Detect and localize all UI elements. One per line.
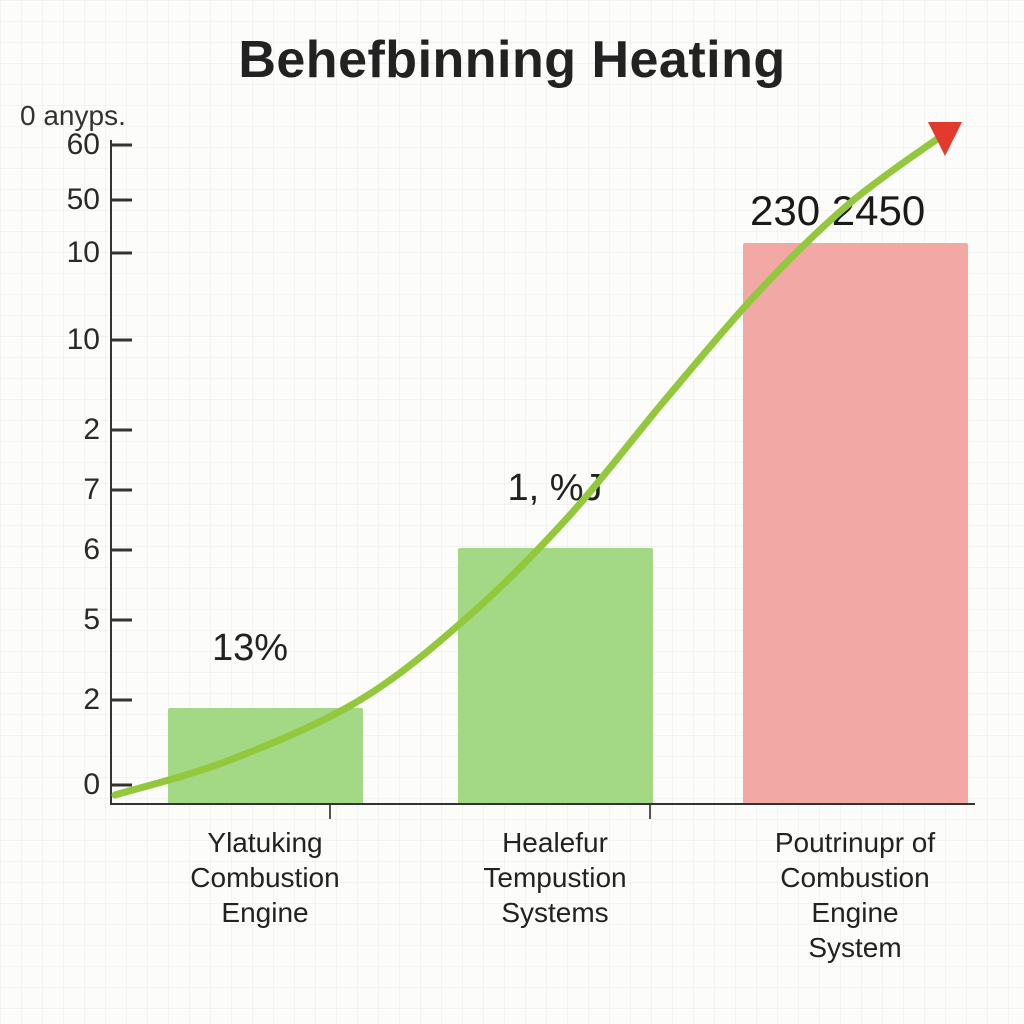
x-tick-mark bbox=[649, 805, 651, 819]
y-tick-label: 2 bbox=[40, 683, 100, 717]
y-tick-label: 60 bbox=[40, 128, 100, 162]
y-tick-label: 50 bbox=[40, 183, 100, 217]
y-tick-mark bbox=[110, 252, 132, 255]
y-tick-mark bbox=[110, 619, 132, 622]
bar-0 bbox=[168, 708, 363, 803]
top-value-annotation: 230 2450 bbox=[750, 187, 925, 235]
y-axis-line bbox=[110, 140, 112, 805]
y-tick-mark bbox=[110, 144, 132, 147]
y-tick-mark bbox=[110, 199, 132, 202]
y-tick-mark bbox=[110, 549, 132, 552]
y-tick-label: 2 bbox=[40, 413, 100, 447]
chart-title: Behefbinning Heating bbox=[0, 30, 1024, 90]
y-tick-mark bbox=[110, 699, 132, 702]
y-tick-mark bbox=[110, 489, 132, 492]
bar-value-label-1: 1, %J bbox=[507, 467, 602, 510]
plot-area: 60501010276520 13%YlatukingCombustionEng… bbox=[110, 145, 970, 805]
y-tick-label: 5 bbox=[40, 603, 100, 637]
y-tick-label: 10 bbox=[40, 323, 100, 357]
bar-2 bbox=[743, 243, 968, 803]
category-label-2: Poutrinupr ofCombustionEngineSystem bbox=[730, 825, 980, 965]
y-tick-label: 10 bbox=[40, 236, 100, 270]
x-axis-line bbox=[110, 803, 975, 805]
y-tick-label: 6 bbox=[40, 533, 100, 567]
y-tick-label: 7 bbox=[40, 473, 100, 507]
y-tick-mark bbox=[110, 429, 132, 432]
category-label-0: YlatukingCombustionEngine bbox=[140, 825, 390, 930]
y-tick-mark bbox=[110, 784, 132, 787]
y-tick-label: 0 bbox=[40, 768, 100, 802]
category-label-1: HealefurTempustionSystems bbox=[430, 825, 680, 930]
bar-1 bbox=[458, 548, 653, 803]
y-tick-mark bbox=[110, 339, 132, 342]
bar-value-label-0: 13% bbox=[212, 627, 288, 670]
x-tick-mark bbox=[329, 805, 331, 819]
